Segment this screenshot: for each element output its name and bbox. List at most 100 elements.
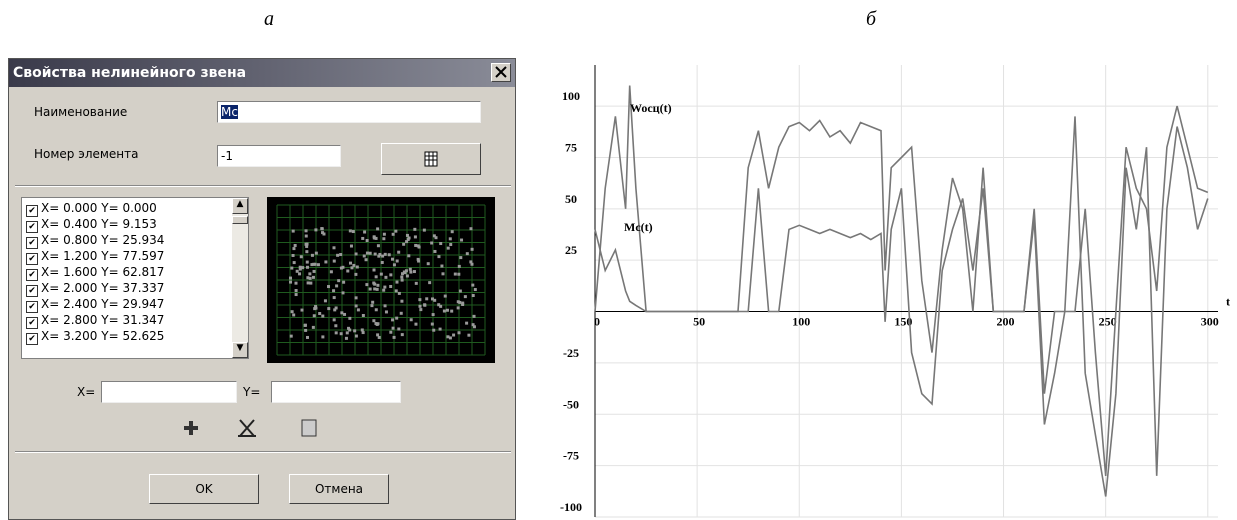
preview-dot	[458, 265, 461, 268]
preview-dot	[473, 325, 476, 328]
preview-dot	[305, 243, 308, 246]
preview-dot	[349, 262, 352, 265]
name-input[interactable]: Mc	[217, 101, 481, 123]
y-tick-label: 25	[565, 243, 577, 257]
preview-dot	[459, 290, 462, 293]
delete-icon[interactable]	[238, 420, 256, 436]
list-item: ✔X= 1.200 Y= 77.597	[26, 248, 164, 264]
list-item: ✔X= 3.200 Y= 52.625	[26, 328, 164, 344]
preview-dot	[340, 311, 343, 314]
preview-dot	[373, 236, 376, 239]
scroll-up[interactable]: ▲	[232, 198, 248, 214]
preview-dot	[457, 306, 460, 309]
preview-dot	[306, 276, 309, 279]
preview-dot	[457, 300, 460, 303]
dialog-title: Свойства нелинейного звена	[13, 65, 246, 81]
preview-dot	[375, 275, 378, 278]
panel-label: б	[866, 8, 876, 31]
add-icon[interactable]	[184, 421, 198, 435]
page: а б Свойства нелинейного звена Наименова…	[0, 0, 1237, 520]
y-input[interactable]	[271, 381, 401, 403]
preview-dot	[361, 328, 364, 331]
preview-dot	[449, 243, 452, 246]
preview-dot	[373, 287, 376, 290]
preview-dot	[346, 269, 349, 272]
preview-dot	[397, 251, 400, 254]
preview-dot	[407, 254, 410, 257]
preview-dot	[363, 231, 366, 234]
preview-dot	[414, 235, 417, 238]
preview-dot	[460, 239, 463, 242]
preview-dot	[469, 227, 472, 230]
preview-dot	[419, 305, 422, 308]
preview-dot	[392, 233, 395, 236]
preview-dot	[294, 244, 297, 247]
preview-dot	[398, 292, 401, 295]
list-item: ✔X= 0.800 Y= 25.934	[26, 232, 164, 248]
preview-dot	[401, 333, 404, 336]
preview-dot	[342, 281, 345, 284]
preview-dot	[317, 263, 320, 266]
number-input[interactable]: -1	[217, 145, 341, 167]
preview-dot	[427, 262, 430, 265]
point-text: X= 2.000 Y= 37.337	[41, 281, 164, 295]
scroll-thumb[interactable]	[232, 216, 248, 224]
x-tick-label: 200	[997, 315, 1015, 329]
preview-dot	[352, 230, 355, 233]
preview-dot	[393, 263, 396, 266]
preview-dot	[289, 281, 292, 284]
preview-dot	[454, 273, 457, 276]
preview-dot	[439, 328, 442, 331]
preview-dot	[388, 253, 391, 256]
number-value: -1	[221, 149, 233, 163]
close-icon	[492, 64, 510, 81]
preview-dot	[414, 244, 417, 247]
table-button[interactable]	[381, 143, 481, 175]
x-axis-label: t	[1226, 295, 1230, 309]
preview-dot	[432, 313, 435, 316]
preview-dot	[306, 261, 309, 264]
preview-dot	[342, 291, 345, 294]
preview-dot	[305, 235, 308, 238]
preview-dot	[450, 310, 453, 313]
preview-dot	[335, 331, 338, 334]
preview-dot	[452, 334, 455, 337]
preview-dot	[385, 310, 388, 313]
point-text: X= 1.200 Y= 77.597	[41, 249, 164, 263]
preview-dot	[343, 313, 346, 316]
preview-dot	[406, 274, 409, 277]
scroll-down[interactable]: ▼	[232, 342, 248, 358]
x-input[interactable]	[101, 381, 237, 403]
preview-dot	[346, 331, 349, 334]
clear-icon[interactable]	[302, 420, 316, 436]
preview-dot	[377, 244, 380, 247]
point-text: X= 0.400 Y= 9.153	[41, 217, 157, 231]
preview-dot	[333, 246, 336, 249]
cancel-button[interactable]: Отмена	[289, 474, 389, 504]
preview-dot	[392, 327, 395, 330]
preview-dot	[306, 336, 309, 339]
preview-dot	[376, 333, 379, 336]
preview-dot	[313, 314, 316, 317]
preview-dot	[409, 268, 412, 271]
preview-dot	[356, 266, 359, 269]
list-item: ✔X= 0.400 Y= 9.153	[26, 216, 157, 232]
preview-dot	[315, 252, 318, 255]
title-bar: Свойства нелинейного звена	[9, 59, 515, 87]
preview-dot	[432, 329, 435, 332]
ok-button[interactable]: OK	[149, 474, 259, 504]
preview-dot	[355, 304, 358, 307]
preview-dot	[472, 294, 475, 297]
point-text: X= 0.800 Y= 25.934	[41, 233, 164, 247]
preview-dot	[473, 315, 476, 318]
preview-dot	[439, 242, 442, 245]
preview-dot	[310, 263, 313, 266]
preview-dot	[355, 252, 358, 255]
close-button[interactable]	[491, 63, 511, 82]
preview-dot	[395, 317, 398, 320]
preview-dot	[366, 252, 369, 255]
points-list[interactable]: ▲ ▼ ✔X= 0.000 Y= 0.000✔X= 0.400 Y= 9.153…	[21, 197, 249, 359]
preview-dot	[372, 319, 375, 322]
preview-dot	[335, 306, 338, 309]
preview-plot	[267, 197, 495, 363]
